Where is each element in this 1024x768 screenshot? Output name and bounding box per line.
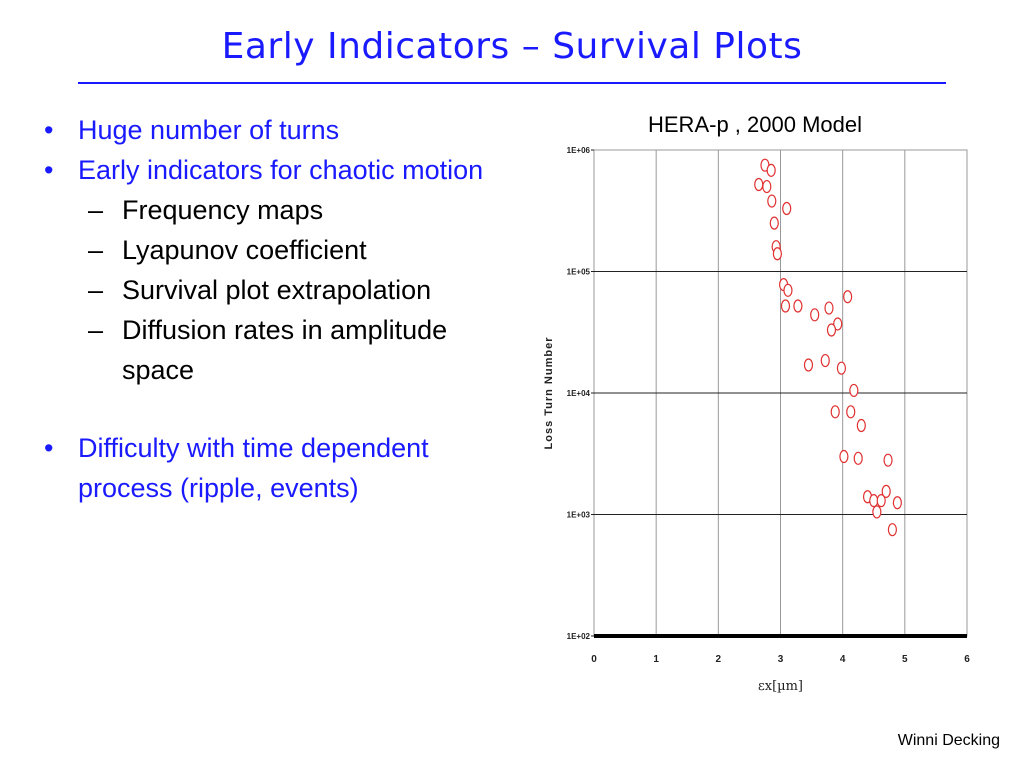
- data-point: [824, 301, 834, 315]
- survival-scatter-chart: 0 1 2 3 4 5 6 1E+02 1E+03 1E+04 1E+05 1E+06 Loss Tur…: [543, 146, 970, 694]
- chart-title: HERA-p , 2000 Model: [648, 112, 862, 137]
- dash-icon: –: [88, 275, 104, 305]
- footer-author: Winni Decking: [897, 732, 1000, 749]
- data-point: [767, 194, 777, 208]
- sub-bullet-item: – Lyapunov coefficient: [40, 230, 500, 270]
- bullet-dot-icon: •: [44, 155, 54, 185]
- data-point: [793, 299, 803, 313]
- data-point: [803, 358, 814, 372]
- sub-bullet-text: Survival plot extrapolation: [122, 275, 432, 305]
- bullet-text: Early indicators for chaotic motion: [78, 155, 484, 185]
- bullet-dot-icon: •: [44, 115, 54, 145]
- data-point: [826, 323, 837, 337]
- bullet-text: Difficulty with time dependent process (…: [78, 433, 429, 503]
- x-tick-label: 4: [840, 654, 846, 665]
- title-divider: [78, 82, 946, 84]
- data-point: [762, 179, 772, 194]
- page-title: Early Indicators – Survival Plots: [221, 26, 803, 67]
- sub-bullet-item: – Frequency maps: [40, 190, 500, 230]
- data-point: [892, 496, 902, 510]
- data-point: [887, 523, 897, 537]
- data-point: [883, 453, 893, 467]
- bullet-list: • Huge number of turns • Early indicators …: [40, 110, 500, 508]
- data-point: [783, 283, 793, 297]
- data-point: [810, 308, 820, 322]
- data-point: [839, 449, 849, 464]
- y-tick-label: 1E+03: [567, 511, 591, 520]
- x-tick-label: 0: [591, 654, 597, 665]
- sub-bullet-text: Lyapunov coefficient: [122, 235, 367, 265]
- data-point: [853, 451, 863, 465]
- data-point: [881, 484, 891, 498]
- data-point: [782, 201, 792, 216]
- dash-icon: –: [88, 315, 104, 345]
- data-point: [876, 494, 886, 508]
- dash-icon: –: [88, 235, 104, 265]
- data-point: [830, 405, 840, 419]
- data-point: [849, 383, 859, 398]
- x-tick-label: 3: [778, 654, 784, 665]
- bullet-item: • Huge number of turns: [40, 110, 500, 150]
- sub-bullet-item: – Survival plot extrapolation: [40, 270, 500, 310]
- data-point: [766, 163, 776, 177]
- data-point: [833, 317, 843, 331]
- data-point: [772, 247, 782, 261]
- data-point: [754, 177, 764, 192]
- y-tick-label: 1E+05: [567, 268, 591, 277]
- data-point: [843, 290, 853, 304]
- y-tick-label: 1E+06: [567, 146, 591, 155]
- bullet-item: • Difficulty with time dependent process …: [40, 428, 500, 508]
- data-point: [780, 299, 791, 313]
- x-tick-label: 1: [653, 654, 659, 665]
- data-point: [769, 216, 779, 230]
- x-tick-label: 5: [902, 654, 908, 665]
- bullet-dot-icon: •: [44, 433, 54, 463]
- sub-bullet-text: Frequency maps: [122, 195, 324, 225]
- data-point: [856, 418, 866, 433]
- y-axis-label: Loss Turn Number: [543, 337, 555, 450]
- dash-icon: –: [88, 195, 104, 225]
- bullet-text: Huge number of turns: [78, 115, 340, 145]
- data-point: [820, 353, 830, 368]
- x-tick-label: 6: [964, 654, 970, 665]
- x-axis-label: εx[µm]: [758, 679, 803, 694]
- bullet-item: • Early indicators for chaotic motion: [40, 150, 500, 190]
- data-point: [872, 505, 882, 519]
- x-tick-label: 2: [716, 654, 722, 665]
- sub-bullet-text: Diffusion rates in amplitude space: [122, 315, 448, 385]
- y-tick-label: 1E+02: [567, 632, 591, 641]
- data-point: [869, 494, 879, 508]
- data-point: [836, 361, 847, 375]
- y-tick-label: 1E+04: [567, 389, 591, 398]
- sub-bullet-item: – Diffusion rates in amplitude space: [40, 310, 500, 390]
- data-point: [846, 405, 856, 419]
